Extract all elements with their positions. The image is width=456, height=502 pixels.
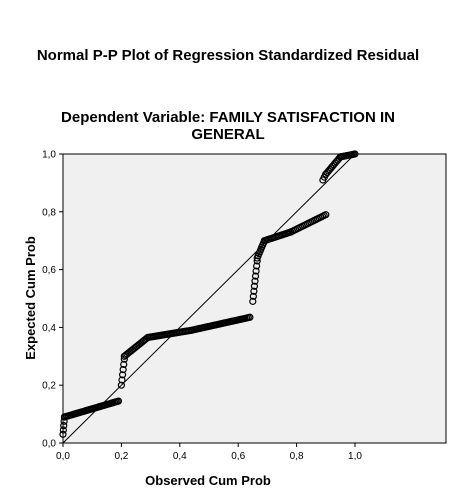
- data-point: [250, 282, 259, 290]
- data-point: [249, 297, 257, 305]
- x-tick-label: 0,8: [290, 451, 304, 462]
- data-point: [251, 272, 260, 280]
- y-tick-label: 0,6: [42, 265, 56, 276]
- data-point: [120, 360, 128, 368]
- x-tick-label: 1,0: [348, 451, 362, 462]
- data-point: [250, 287, 258, 295]
- y-tick-label: 0,0: [42, 439, 56, 450]
- chart-title: Normal P-P Plot of Regression Standardiz…: [36, 47, 420, 64]
- data-point: [117, 381, 126, 389]
- data-point: [249, 292, 257, 300]
- x-axis-title: Observed Cum Prob: [145, 473, 271, 488]
- x-tick-label: 0,4: [173, 451, 187, 462]
- x-tick-label: 0,2: [114, 451, 128, 462]
- data-point: [118, 371, 127, 379]
- data-point: [351, 150, 359, 158]
- data-points: [59, 150, 359, 438]
- y-tick-label: 0,2: [42, 381, 56, 392]
- data-point: [59, 426, 67, 434]
- y-tick-label: 1,0: [42, 150, 56, 161]
- data-point: [60, 422, 68, 430]
- x-tick-label: 0,0: [56, 451, 70, 462]
- data-point: [252, 267, 260, 275]
- axes: 0,0 0,2 0,4 0,6 0,8 1,0 0,0 0,2 0,4 0,6 0,8 1,0: [42, 150, 362, 463]
- data-point: [246, 313, 254, 321]
- data-point: [322, 211, 330, 219]
- data-point: [60, 417, 68, 425]
- y-axis-title: Expected Cum Prob: [23, 236, 38, 360]
- y-tick-label: 0,4: [42, 323, 56, 334]
- data-point: [251, 277, 259, 285]
- data-point: [59, 430, 67, 438]
- data-point: [118, 376, 126, 384]
- data-point: [253, 262, 261, 270]
- data-point: [119, 365, 127, 374]
- chart-subtitle: Dependent Variable: FAMILY SATISFACTION …: [61, 109, 395, 143]
- data-point: [253, 257, 261, 265]
- data-point: [114, 397, 123, 405]
- y-tick-label: 0,8: [42, 207, 56, 218]
- reference-line: [62, 153, 356, 444]
- x-tick-label: 0,6: [231, 451, 245, 462]
